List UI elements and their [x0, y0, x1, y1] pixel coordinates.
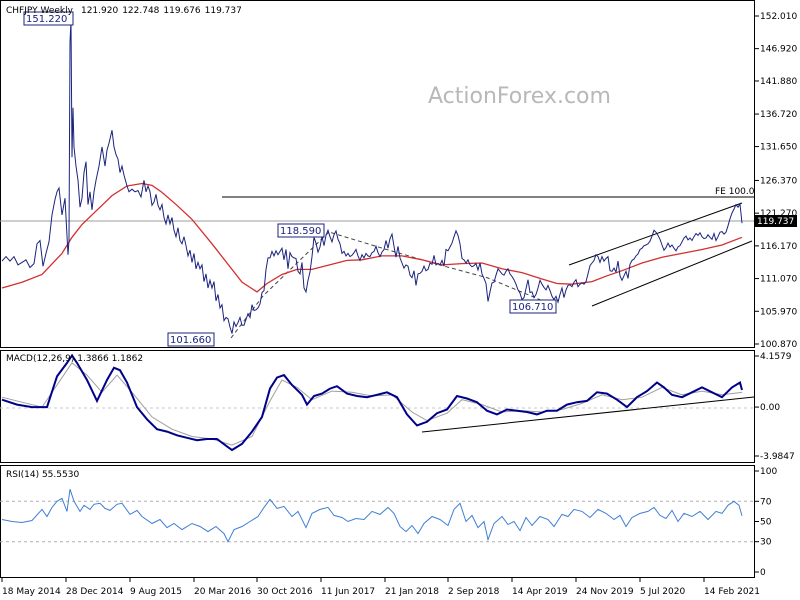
annotation-106-710: 106.710	[509, 299, 557, 314]
macd-ytick-label: -3.9847	[760, 452, 795, 462]
macd-title: MACD(12,26,9) 1.3866 1.1862	[6, 354, 143, 364]
price-ytick-label: 121.270	[760, 209, 797, 219]
price-title: CHFJPY Weekly 121.920 122.748 119.676 119.73…	[6, 6, 242, 16]
price-ytick-label: 105.970	[760, 307, 797, 317]
dashed-swing-line	[230, 231, 549, 339]
price-ytick-label: 111.070	[760, 275, 797, 285]
price-ytick-label: 136.720	[760, 110, 797, 120]
svg-text:106.710: 106.710	[512, 302, 553, 313]
svg-text:118.590: 118.590	[280, 226, 321, 237]
price-panel: ActionForex.com 152.010 146.920 141.880 136…	[0, 0, 797, 350]
price-line	[1, 21, 743, 334]
x-tick-label: 20 Mar 2016	[194, 587, 251, 597]
price-panel-frame	[0, 0, 755, 348]
x-tick-label: 18 May 2014	[2, 587, 61, 597]
rsi-panel-frame	[0, 465, 755, 578]
macd-signal-line	[1, 362, 743, 446]
moving-average-line	[1, 182, 743, 293]
x-tick-label: 21 Jan 2018	[385, 587, 439, 597]
rsi-title: RSI(14) 55.5530	[6, 470, 79, 480]
last-price-marker: 119.737	[755, 215, 797, 227]
rsi-ytick-label: 0	[760, 568, 766, 578]
rsi-ytick-label: 50	[760, 518, 772, 528]
price-ytick-label: 100.870	[760, 340, 797, 350]
rsi-panel: 100 70 50 30 0 RSI(14) 55.5530	[0, 465, 777, 578]
macd-line	[1, 353, 743, 452]
price-ytick-label: 116.170	[760, 242, 797, 252]
x-tick-label: 24 Nov 2019	[576, 587, 634, 597]
price-y-axis: 152.010 146.920 141.880 136.720 131.650 126.3…	[755, 12, 797, 350]
x-tick-label: 5 Jul 2020	[640, 587, 685, 597]
x-tick-label: 28 Dec 2014	[66, 587, 124, 597]
annotation-101-660: 101.660	[167, 332, 215, 347]
watermark: ActionForex.com	[428, 84, 611, 109]
x-tick-label: 14 Feb 2021	[704, 587, 760, 597]
macd-y-axis: 4.1579 0.00 -3.9847	[755, 352, 795, 462]
price-ytick-label: 131.650	[760, 143, 797, 153]
price-ytick-label: 141.880	[760, 77, 797, 87]
annotation-151-220: 151.220	[23, 11, 74, 26]
x-axis: 18 May 2014 28 Dec 2014 9 Aug 2015 20 Mar 2…	[1, 578, 760, 597]
x-tick-label: 2 Sep 2018	[448, 587, 500, 597]
macd-ytick-label: 4.1579	[760, 352, 792, 362]
svg-text:151.220: 151.220	[26, 14, 67, 25]
channel-lower-line	[591, 240, 753, 307]
macd-panel: 4.1579 0.00 -3.9847 MACD(12,26,9) 1.3866 1…	[0, 350, 795, 463]
price-ytick-label: 126.370	[760, 176, 797, 186]
svg-text:119.737: 119.737	[757, 217, 794, 227]
price-ytick-label: 152.010	[760, 12, 797, 22]
rsi-line	[1, 489, 743, 543]
x-tick-label: 9 Aug 2015	[130, 587, 182, 597]
price-ytick-label: 146.920	[760, 45, 797, 55]
rsi-ytick-label: 70	[760, 497, 772, 507]
rsi-y-axis: 100 70 50 30 0	[0, 467, 777, 578]
annotation-118-590: 118.590	[277, 223, 325, 238]
rsi-ytick-label: 100	[760, 467, 777, 477]
macd-ytick-label: 0.00	[760, 403, 780, 413]
rsi-ytick-label: 30	[760, 538, 772, 548]
svg-text:101.660: 101.660	[170, 335, 211, 346]
macd-trend-line	[421, 396, 755, 433]
channel-upper-line	[568, 202, 743, 266]
x-tick-label: 30 Oct 2016	[257, 587, 313, 597]
x-tick-label: 14 Apr 2019	[512, 587, 568, 597]
fe-100-label: FE 100.0	[715, 187, 755, 197]
x-tick-label: 11 Jun 2017	[321, 587, 375, 597]
